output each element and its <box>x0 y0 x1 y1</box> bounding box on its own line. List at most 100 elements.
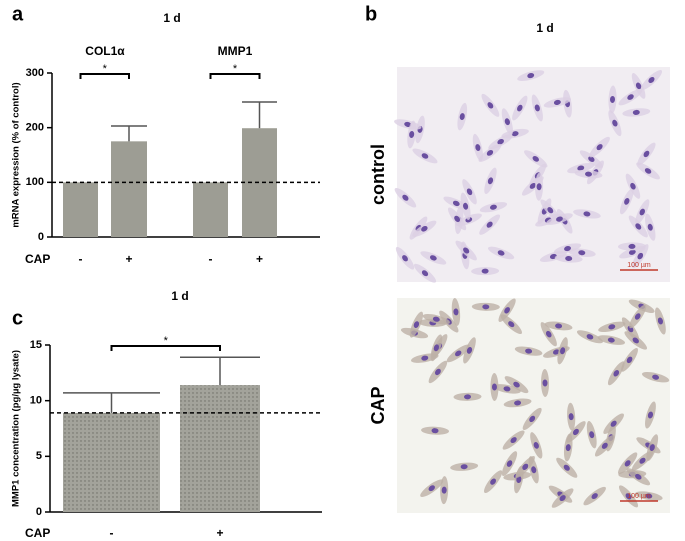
row-label: CAP <box>368 386 388 424</box>
y-tick-label: 0 <box>38 231 44 243</box>
nucleus <box>556 216 563 222</box>
nucleus <box>612 119 618 127</box>
nucleus <box>490 478 497 485</box>
nucleus <box>572 428 579 436</box>
nucleus <box>568 413 574 421</box>
nucleus <box>529 182 536 189</box>
nucleus <box>585 171 593 177</box>
y-tick-label: 5 <box>36 450 42 462</box>
chart-title: 1 d <box>171 289 188 303</box>
nucleus <box>506 460 513 467</box>
nucleus <box>517 104 523 112</box>
x-tick-label: + <box>256 252 263 266</box>
nucleus <box>637 252 644 260</box>
bar <box>193 182 228 237</box>
nucleus <box>527 73 535 79</box>
nucleus <box>463 247 470 254</box>
nucleus <box>421 225 428 232</box>
nucleus <box>628 249 636 255</box>
nucleus <box>452 200 460 207</box>
nucleus <box>497 138 504 145</box>
nucleus <box>648 77 655 84</box>
nucleus <box>511 131 519 137</box>
nucleus <box>577 165 585 171</box>
significance-label: * <box>164 335 169 347</box>
nucleus <box>624 460 631 467</box>
bar <box>180 385 260 512</box>
nucleus <box>491 383 497 391</box>
nucleus <box>639 457 646 464</box>
x-tick-label: - <box>79 252 83 266</box>
nucleus <box>560 347 566 355</box>
nucleus <box>601 442 608 449</box>
nucleus <box>536 183 542 191</box>
nucleus <box>466 347 473 354</box>
nucleus <box>503 386 511 392</box>
nucleus <box>487 102 494 109</box>
group-label: MMP1 <box>218 44 253 58</box>
nucleus <box>402 194 409 201</box>
nucleus <box>555 323 563 329</box>
nucleus <box>632 109 640 115</box>
nucleus <box>613 370 620 377</box>
panel-label: b <box>365 3 377 25</box>
nucleus <box>635 473 642 480</box>
micrograph: 100 µm <box>394 67 670 283</box>
nucleus <box>647 223 653 231</box>
nucleus <box>404 121 412 127</box>
nucleus <box>431 428 439 434</box>
nucleus <box>481 268 489 274</box>
nucleus <box>553 99 561 105</box>
nucleus <box>534 104 540 112</box>
nucleus <box>533 441 539 449</box>
nucleus <box>514 400 522 406</box>
nucleus <box>433 344 440 352</box>
panel-label: a <box>12 3 24 25</box>
nucleus <box>510 437 517 444</box>
nucleus <box>608 324 616 330</box>
nucleus <box>586 334 594 340</box>
x-axis-label: CAP <box>25 526 50 540</box>
nucleus <box>531 466 537 474</box>
significance-bracket <box>79 73 130 79</box>
nucleus <box>644 168 652 174</box>
nucleus <box>460 464 468 470</box>
x-tick-label: - <box>209 252 213 266</box>
nucleus <box>627 94 634 100</box>
nucleus <box>513 381 520 388</box>
nucleus <box>441 486 447 494</box>
nucleus <box>432 316 440 322</box>
nucleus <box>628 243 636 249</box>
nucleus <box>489 204 497 210</box>
x-tick-label: + <box>125 252 132 266</box>
nucleus <box>409 130 415 138</box>
nucleus <box>588 156 595 163</box>
y-tick-label: 0 <box>36 506 42 518</box>
nucleus <box>610 420 617 427</box>
nucleus <box>525 348 533 354</box>
nucleus <box>516 476 522 484</box>
nucleus <box>589 431 595 439</box>
bar <box>111 141 147 237</box>
nucleus <box>434 368 441 376</box>
nucleus <box>565 255 573 262</box>
nucleus <box>508 321 515 328</box>
nucleus <box>591 493 598 500</box>
nucleus <box>657 317 663 325</box>
nucleus <box>497 250 505 256</box>
nucleus <box>630 182 636 190</box>
nucleus <box>634 313 641 320</box>
nucleus <box>635 223 642 230</box>
scale-bar-label: 100 µm <box>627 493 651 500</box>
nucleus <box>647 411 654 419</box>
nucleus <box>459 113 465 121</box>
nucleus <box>649 444 655 452</box>
nucleus <box>463 202 469 210</box>
significance-label: * <box>233 63 238 75</box>
nucleus <box>635 82 642 90</box>
nucleus <box>453 308 459 316</box>
scale-bar-label: 100 µm <box>627 262 651 269</box>
nucleus <box>645 493 653 499</box>
y-tick-label: 15 <box>30 339 42 351</box>
group-label: COL1α <box>85 44 125 58</box>
